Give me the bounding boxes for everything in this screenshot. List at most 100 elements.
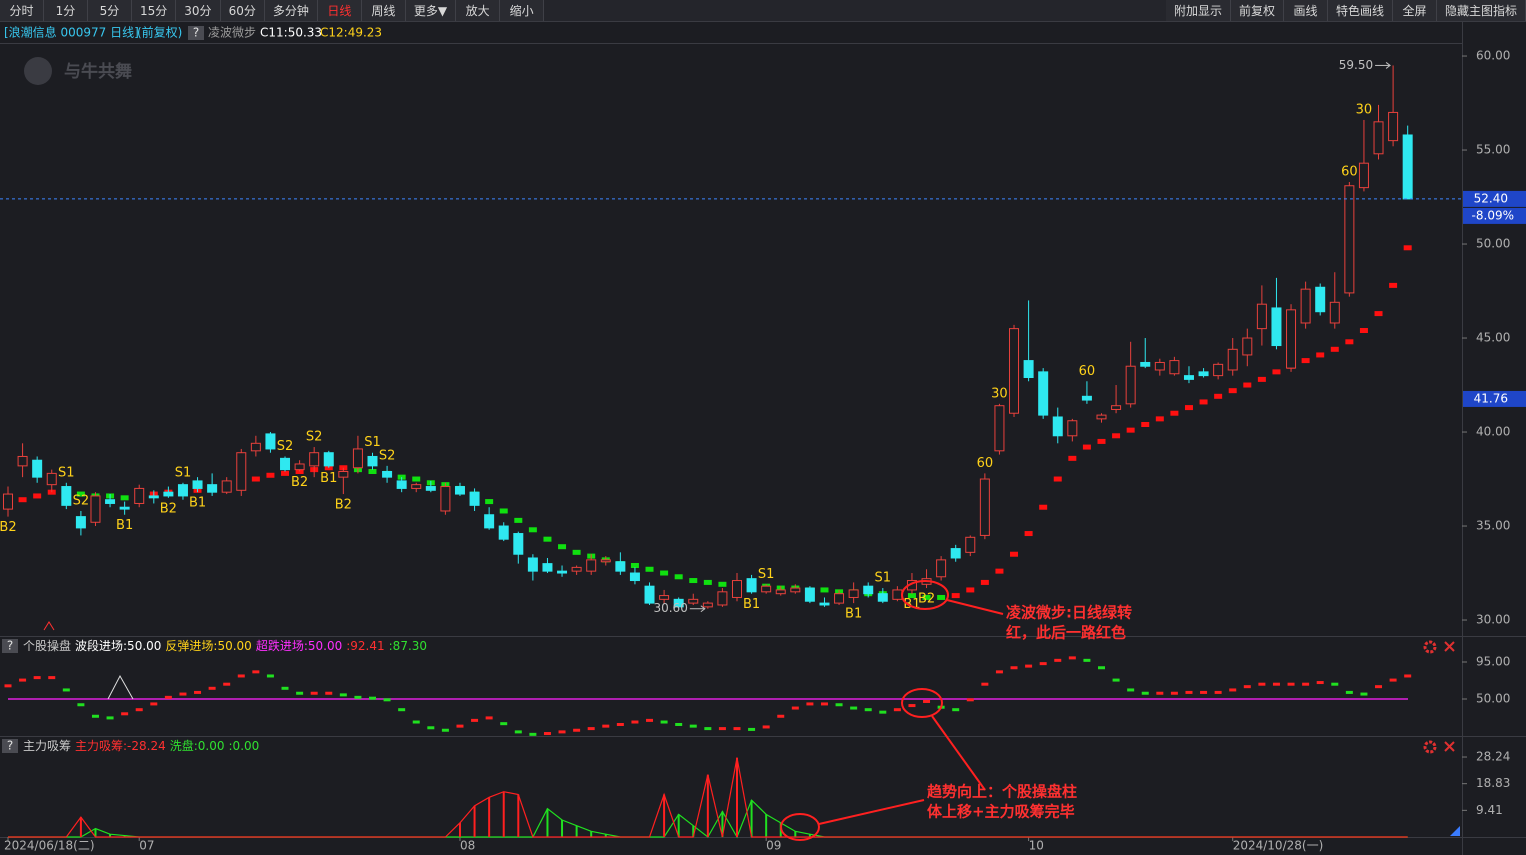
signal-label: B2 <box>335 498 352 513</box>
close-icon[interactable] <box>1444 641 1455 652</box>
toolbar-button[interactable]: 日线 <box>317 0 362 21</box>
trend-block <box>1112 433 1121 439</box>
candle-body <box>440 486 451 512</box>
oscillator-dash <box>908 704 916 708</box>
signal-label: S1 <box>875 571 892 586</box>
toolbar-button[interactable]: 60分 <box>220 0 265 21</box>
toolbar-button[interactable]: 多分钟 <box>264 0 318 21</box>
trend-block <box>1068 455 1077 461</box>
legend-item: 主力吸筹:-28.24 <box>75 739 166 753</box>
toolbar-button[interactable]: 30分 <box>176 0 221 21</box>
candle-body <box>1213 363 1224 377</box>
toolbar-button[interactable]: 5分 <box>88 0 132 21</box>
toolbar-button[interactable]: 周线 <box>361 0 406 21</box>
candle-body <box>265 433 276 450</box>
oscillator-dash <box>1098 666 1105 670</box>
oscillator-dash <box>412 720 420 724</box>
signal-label: S1 <box>175 465 192 480</box>
help-label[interactable]: ? <box>7 739 13 753</box>
signal-label: 60 <box>977 456 994 471</box>
candle-body <box>75 516 86 529</box>
oscillator-dash <box>281 686 289 690</box>
candle-body <box>367 455 378 467</box>
toolbar-button[interactable]: 特色画线 <box>1327 0 1393 21</box>
help-box[interactable] <box>2 739 18 753</box>
trend-block <box>1257 376 1266 382</box>
oscillator-dash <box>558 730 566 734</box>
oscillator-dash <box>208 686 216 690</box>
settings-icon[interactable] <box>1423 740 1437 754</box>
price-box-label: 52.40 <box>1474 191 1508 205</box>
oscillator-dash <box>850 706 858 710</box>
annotation: 趋势向上：个股操盘柱 <box>927 783 1077 801</box>
help-box[interactable] <box>2 639 18 653</box>
toolbar-button[interactable]: 分时 <box>0 0 44 21</box>
signal-label: B2 <box>918 592 935 607</box>
close-icon[interactable] <box>1444 741 1455 752</box>
toolbar-button[interactable]: 全屏 <box>1392 0 1437 21</box>
oscillator-dash <box>237 674 245 678</box>
candle-body <box>280 457 291 471</box>
price-box <box>1463 390 1526 407</box>
y-tick-label: 9.41 <box>1476 803 1503 817</box>
trend-block <box>412 476 421 482</box>
signal-label: S2 <box>277 439 294 454</box>
oscillator-dash <box>310 691 318 695</box>
help-label[interactable]: ? <box>193 26 199 40</box>
signal-label: S2 <box>306 430 323 445</box>
trend-block <box>1374 311 1383 317</box>
toolbar-button[interactable]: 缩小 <box>500 0 545 21</box>
oscillator-dash <box>1331 682 1339 686</box>
candle-body <box>746 578 757 593</box>
panel-legend: 个股操盘 波段进场:50.00 反弹进场:50.00 超跌进场:50.00:92.41… <box>23 638 427 653</box>
trend-block <box>1155 416 1164 422</box>
trend-block <box>76 491 85 497</box>
oscillator-dash <box>91 714 99 718</box>
trend-block <box>1389 282 1398 288</box>
stock-title: [浪潮信息 000977 日线] <box>4 25 139 40</box>
cursor-triangle <box>107 674 134 700</box>
candle-body <box>1344 185 1355 294</box>
candle-body <box>717 591 728 606</box>
trend-block <box>33 493 42 499</box>
toolbar-button[interactable]: 更多▼ <box>405 0 457 21</box>
help-box[interactable] <box>188 26 204 40</box>
indicator-name: 凌波微步 <box>208 26 256 40</box>
settings-icon[interactable] <box>1423 640 1437 654</box>
signal-label: S1 <box>364 435 381 450</box>
trend-block <box>718 581 727 587</box>
signal-label: B1 <box>189 496 206 511</box>
toolbar-button[interactable]: 1分 <box>44 0 88 21</box>
extreme-label: 30.60 <box>653 601 687 615</box>
oscillator-dash <box>748 727 756 731</box>
signal-label: S1 <box>758 567 775 582</box>
oscillator-dash <box>1214 690 1222 694</box>
candle-body <box>804 587 815 602</box>
signal-label: B2 <box>291 475 308 490</box>
x-tick-label: 2024/06/18(二) <box>4 839 95 853</box>
toolbar-button[interactable]: 前复权 <box>1230 0 1284 21</box>
trend-block <box>937 594 946 600</box>
toolbar-button[interactable]: 附加显示 <box>1165 0 1231 21</box>
candle-body <box>1067 420 1078 437</box>
oscillator-dash <box>121 712 129 716</box>
annotation: 红，此后一路红色 <box>1006 624 1126 642</box>
toolbar-button[interactable]: 放大 <box>456 0 501 21</box>
candle-body <box>1023 360 1034 379</box>
candle-body <box>761 585 772 593</box>
y-tick-label: 50.00 <box>1476 237 1510 251</box>
candle-body <box>950 548 961 559</box>
oscillator-dash <box>1054 658 1062 662</box>
toolbar-button[interactable]: 隐藏主图指标 <box>1436 0 1526 21</box>
trend-block <box>485 499 494 505</box>
toolbar-button[interactable]: 15分 <box>132 0 177 21</box>
signal-label: 30 <box>991 386 1008 401</box>
price-note: -8.09% <box>1472 208 1514 222</box>
help-label[interactable]: ? <box>7 639 13 653</box>
oscillator-dash <box>223 682 231 686</box>
candle-body <box>1009 328 1020 414</box>
toolbar-button[interactable]: 画线 <box>1283 0 1328 21</box>
trend-block <box>1359 328 1368 334</box>
signal-label: B1 <box>845 607 862 622</box>
trend-block <box>1301 358 1310 364</box>
